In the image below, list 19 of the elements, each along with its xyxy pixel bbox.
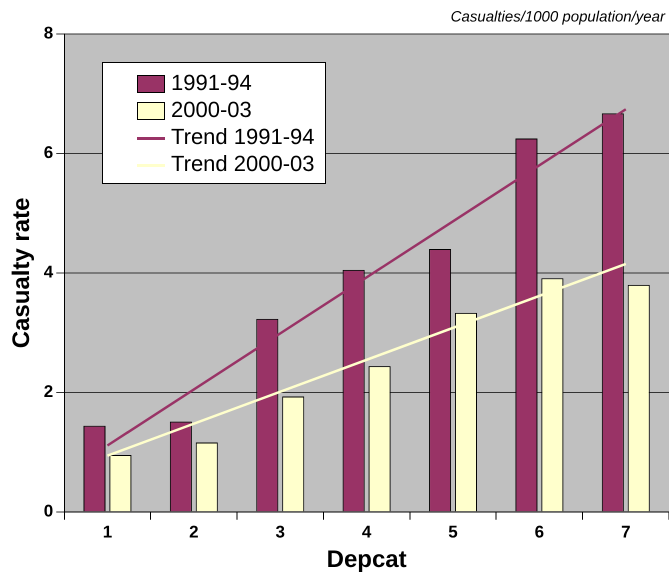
legend-label: Trend 2000-03 xyxy=(171,151,315,176)
x-tick-label: 3 xyxy=(276,522,285,542)
x-tick-label: 2 xyxy=(189,522,199,542)
y-tick-label: 2 xyxy=(44,382,54,402)
y-axis-title: Casualty rate xyxy=(8,198,36,348)
x-tick-label: 4 xyxy=(362,522,372,542)
legend-label: 2000-03 xyxy=(171,97,252,122)
y-tick-label: 0 xyxy=(44,501,54,520)
x-axis-title: Depcat xyxy=(326,546,407,574)
y-tick-label: 4 xyxy=(44,262,54,282)
x-tick-label: 7 xyxy=(621,522,631,542)
y-tick-label: 6 xyxy=(44,143,54,162)
text: Casualties/1000 population/year xyxy=(450,8,666,26)
x-tick-label: 5 xyxy=(448,522,458,542)
x-tick-label: 6 xyxy=(534,522,544,542)
x-tick-label: 1 xyxy=(102,522,112,542)
legend-label: 1991-94 xyxy=(171,70,252,95)
y-tick-label: 8 xyxy=(44,24,54,43)
legend-label: Trend 1991-94 xyxy=(171,124,315,149)
